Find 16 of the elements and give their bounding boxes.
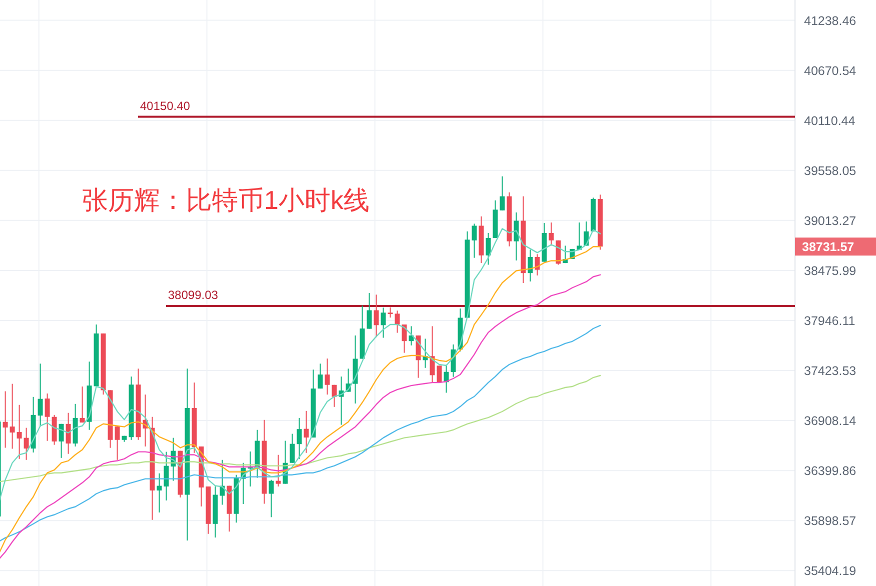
title: 张历辉：比特币1小时k线 xyxy=(82,185,370,215)
y-tick-label: 38475.99 xyxy=(804,264,856,278)
y-tick-label: 41238.46 xyxy=(804,14,856,28)
ref-line-label: 38099.03 xyxy=(168,288,218,302)
y-tick-label: 37946.11 xyxy=(804,314,856,328)
ref-line-label: 40150.40 xyxy=(140,98,190,113)
y-tick-label: 36908.14 xyxy=(804,414,856,428)
y-tick-label: 39558.05 xyxy=(804,164,856,178)
y-tick-label: 37423.53 xyxy=(804,364,856,378)
y-tick-label: 36399.86 xyxy=(804,464,856,478)
price-tag: 38731.57 xyxy=(795,238,876,256)
y-tick-label: 39013.27 xyxy=(804,214,856,228)
y-tick-label: 35898.57 xyxy=(804,514,856,528)
y-tick-label: 40110.44 xyxy=(804,114,856,128)
y-tick-label: 35404.19 xyxy=(804,564,856,578)
y-tick-label: 40670.54 xyxy=(804,64,856,78)
